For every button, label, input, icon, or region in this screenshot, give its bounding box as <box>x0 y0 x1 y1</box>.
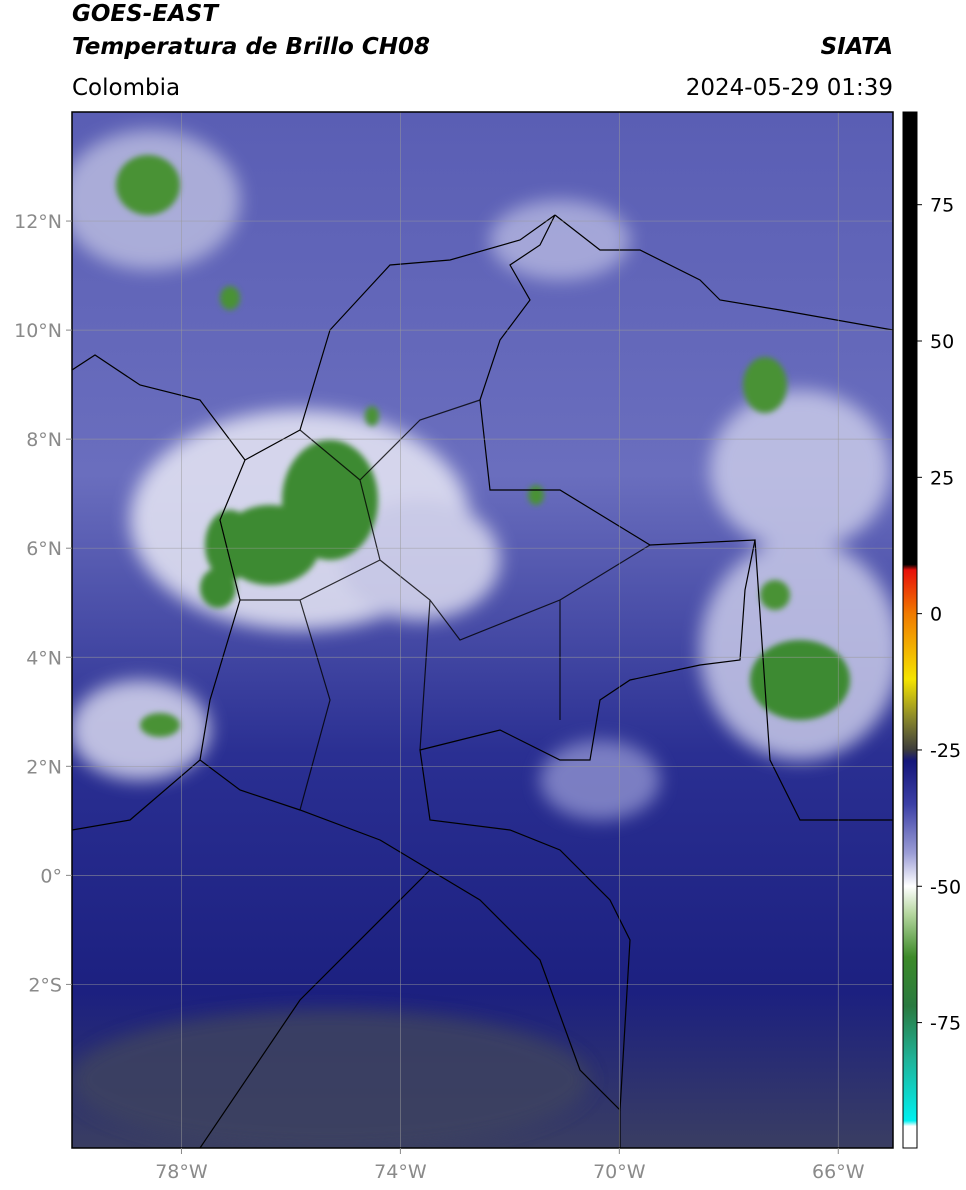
colorbar-tick-label: 50 <box>930 331 954 353</box>
y-tick-label: 2°S <box>28 974 62 996</box>
country-border <box>199 214 756 1112</box>
x-tick-label: 74°W <box>374 1161 427 1183</box>
region: Colombia <box>72 75 180 101</box>
y-tick-label: 4°N <box>26 647 62 669</box>
x-tick-label: 78°W <box>155 1161 208 1183</box>
coastline <box>72 214 893 1148</box>
satellite-image <box>72 112 893 1148</box>
colorbar-tick-label: 25 <box>930 467 954 489</box>
colorbar-tick-label: -75 <box>930 1013 961 1035</box>
timestamp: 2024-05-29 01:39 <box>686 75 893 101</box>
source: SIATA <box>821 34 893 60</box>
internal-borders <box>240 399 651 811</box>
colorbar-tick-label: -25 <box>930 740 961 762</box>
y-tick-label: 12°N <box>14 211 62 233</box>
title-line2: Temperatura de Brillo CH08 <box>72 34 430 60</box>
y-tick-label: 0° <box>40 865 62 887</box>
map-frame <box>71 111 894 1149</box>
y-tick-label: 2°N <box>26 756 62 778</box>
y-tick-label: 8°N <box>26 429 62 451</box>
y-tick-label: 10°N <box>14 320 62 342</box>
title-line1: GOES-EAST <box>72 1 220 27</box>
x-tick-label: 66°W <box>812 1161 865 1183</box>
colorbar-tick-label: 0 <box>930 604 942 626</box>
colorbar-tick-label: -50 <box>930 876 961 898</box>
x-tick-label: 70°W <box>593 1161 646 1183</box>
colorbar-tick-label: 75 <box>930 195 954 217</box>
colorbar <box>902 111 918 1149</box>
y-tick-label: 6°N <box>26 538 62 560</box>
